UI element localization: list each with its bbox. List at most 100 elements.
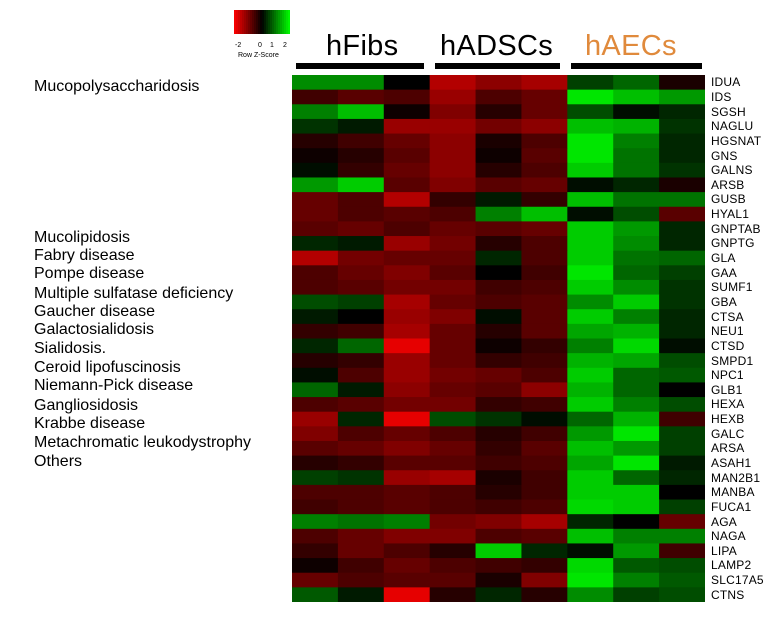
heatmap-cell xyxy=(475,543,522,559)
heatmap-cell xyxy=(521,382,568,398)
heatmap-cell xyxy=(521,397,568,413)
heatmap-cell xyxy=(337,543,385,559)
heatmap-cell xyxy=(383,455,431,471)
heatmap-cell xyxy=(383,236,431,252)
heatmap-cell xyxy=(475,309,522,325)
heatmap-cell xyxy=(613,587,660,602)
heatmap-cell xyxy=(383,309,431,325)
heatmap-cell xyxy=(567,587,614,602)
heatmap-cell xyxy=(613,484,660,501)
heatmap-cell xyxy=(613,221,660,237)
gene-label: IDUA xyxy=(711,75,741,90)
color-key-swatch xyxy=(276,10,279,34)
heatmap-cell xyxy=(383,118,431,135)
heatmap-cell xyxy=(567,118,614,135)
color-key-gradient xyxy=(234,10,290,34)
heatmap-cell xyxy=(567,250,614,266)
heatmap-cell xyxy=(475,528,522,544)
heatmap-cell xyxy=(475,499,522,515)
color-key-swatch xyxy=(258,10,261,34)
disease-label: Mucopolysaccharidosis xyxy=(34,78,200,95)
heatmap-cell xyxy=(521,133,568,149)
heatmap-cell xyxy=(613,177,660,193)
heatmap-cell xyxy=(521,528,568,544)
heatmap-cell xyxy=(613,236,660,252)
heatmap-cell xyxy=(475,75,522,91)
heatmap-cell xyxy=(429,426,477,442)
heatmap-cell xyxy=(429,162,477,178)
heatmap-cell xyxy=(659,338,705,354)
heatmap-cell xyxy=(659,279,705,296)
heatmap-cell xyxy=(475,587,522,602)
heatmap-cell xyxy=(292,89,339,105)
heatmap-cell xyxy=(613,323,660,339)
heatmap-cell xyxy=(567,382,614,398)
heatmap-cell xyxy=(383,440,431,457)
heatmap-cell xyxy=(613,426,660,442)
heatmap-cell xyxy=(659,162,705,178)
heatmap-cell xyxy=(429,323,477,339)
gene-label: FUCA1 xyxy=(711,499,752,514)
disease-label: Niemann-Pick disease xyxy=(34,377,194,394)
heatmap-cell xyxy=(383,499,431,515)
heatmap-cell xyxy=(429,338,477,354)
color-key-swatch xyxy=(238,10,241,34)
disease-label: Galactosialidosis xyxy=(34,321,155,338)
heatmap-cell xyxy=(337,89,385,105)
heatmap-cell xyxy=(429,89,477,105)
color-key-swatch xyxy=(246,10,249,34)
heatmap-cell xyxy=(567,455,614,471)
heatmap-cell xyxy=(475,206,522,222)
heatmap-cell xyxy=(521,514,568,530)
heatmap-cell xyxy=(429,104,477,120)
heatmap-cell xyxy=(567,75,614,91)
heatmap-cell xyxy=(429,543,477,559)
heatmap-cell xyxy=(659,382,705,398)
heatmap-cell xyxy=(292,528,339,544)
heatmap-cell xyxy=(659,572,705,588)
heatmap-cell xyxy=(521,543,568,559)
group-bar-haecs xyxy=(571,63,702,69)
heatmap-cell xyxy=(475,572,522,588)
heatmap-cell xyxy=(475,397,522,413)
heatmap-cell xyxy=(292,148,339,164)
heatmap-cell xyxy=(659,528,705,544)
heatmap-cell xyxy=(292,192,339,208)
heatmap-cell xyxy=(337,587,385,602)
heatmap-cell xyxy=(521,323,568,339)
gene-label: GLA xyxy=(711,251,736,265)
gene-label: NAGLU xyxy=(711,119,754,134)
heatmap-cell xyxy=(659,397,705,413)
group-bar-hadscs xyxy=(435,63,560,69)
heatmap-cell xyxy=(429,470,477,486)
heatmap-cell xyxy=(659,470,705,486)
gene-label: SLC17A5 xyxy=(711,573,764,587)
gene-label: HEXA xyxy=(711,397,745,412)
heatmap-cell xyxy=(521,89,568,105)
disease-label: Multiple sulfatase deficiency xyxy=(34,285,234,302)
heatmap-cell xyxy=(475,279,522,296)
heatmap-cell xyxy=(521,192,568,208)
heatmap-cell xyxy=(383,484,431,501)
disease-label: Others xyxy=(34,453,83,470)
heatmap-cell xyxy=(521,104,568,120)
heatmap-cell xyxy=(613,367,660,383)
heatmap-cell xyxy=(429,382,477,398)
heatmap-cell xyxy=(383,265,431,281)
color-key-swatch xyxy=(236,10,239,34)
heatmap-cell xyxy=(659,426,705,442)
heatmap-cell xyxy=(383,353,431,369)
heatmap-cell xyxy=(429,294,477,310)
heatmap-cell xyxy=(521,265,568,281)
disease-label: Pompe disease xyxy=(34,265,145,282)
heatmap-cell xyxy=(659,250,705,266)
heatmap-cell xyxy=(337,309,385,325)
gene-label: SMPD1 xyxy=(711,353,754,368)
gene-label: GALC xyxy=(711,426,745,441)
heatmap-cell xyxy=(292,250,339,266)
gene-label: ARSA xyxy=(711,441,745,456)
heatmap-cell xyxy=(429,558,477,574)
heatmap-cell xyxy=(613,118,660,135)
heatmap-cell xyxy=(659,148,705,164)
heatmap-cell xyxy=(429,411,477,427)
